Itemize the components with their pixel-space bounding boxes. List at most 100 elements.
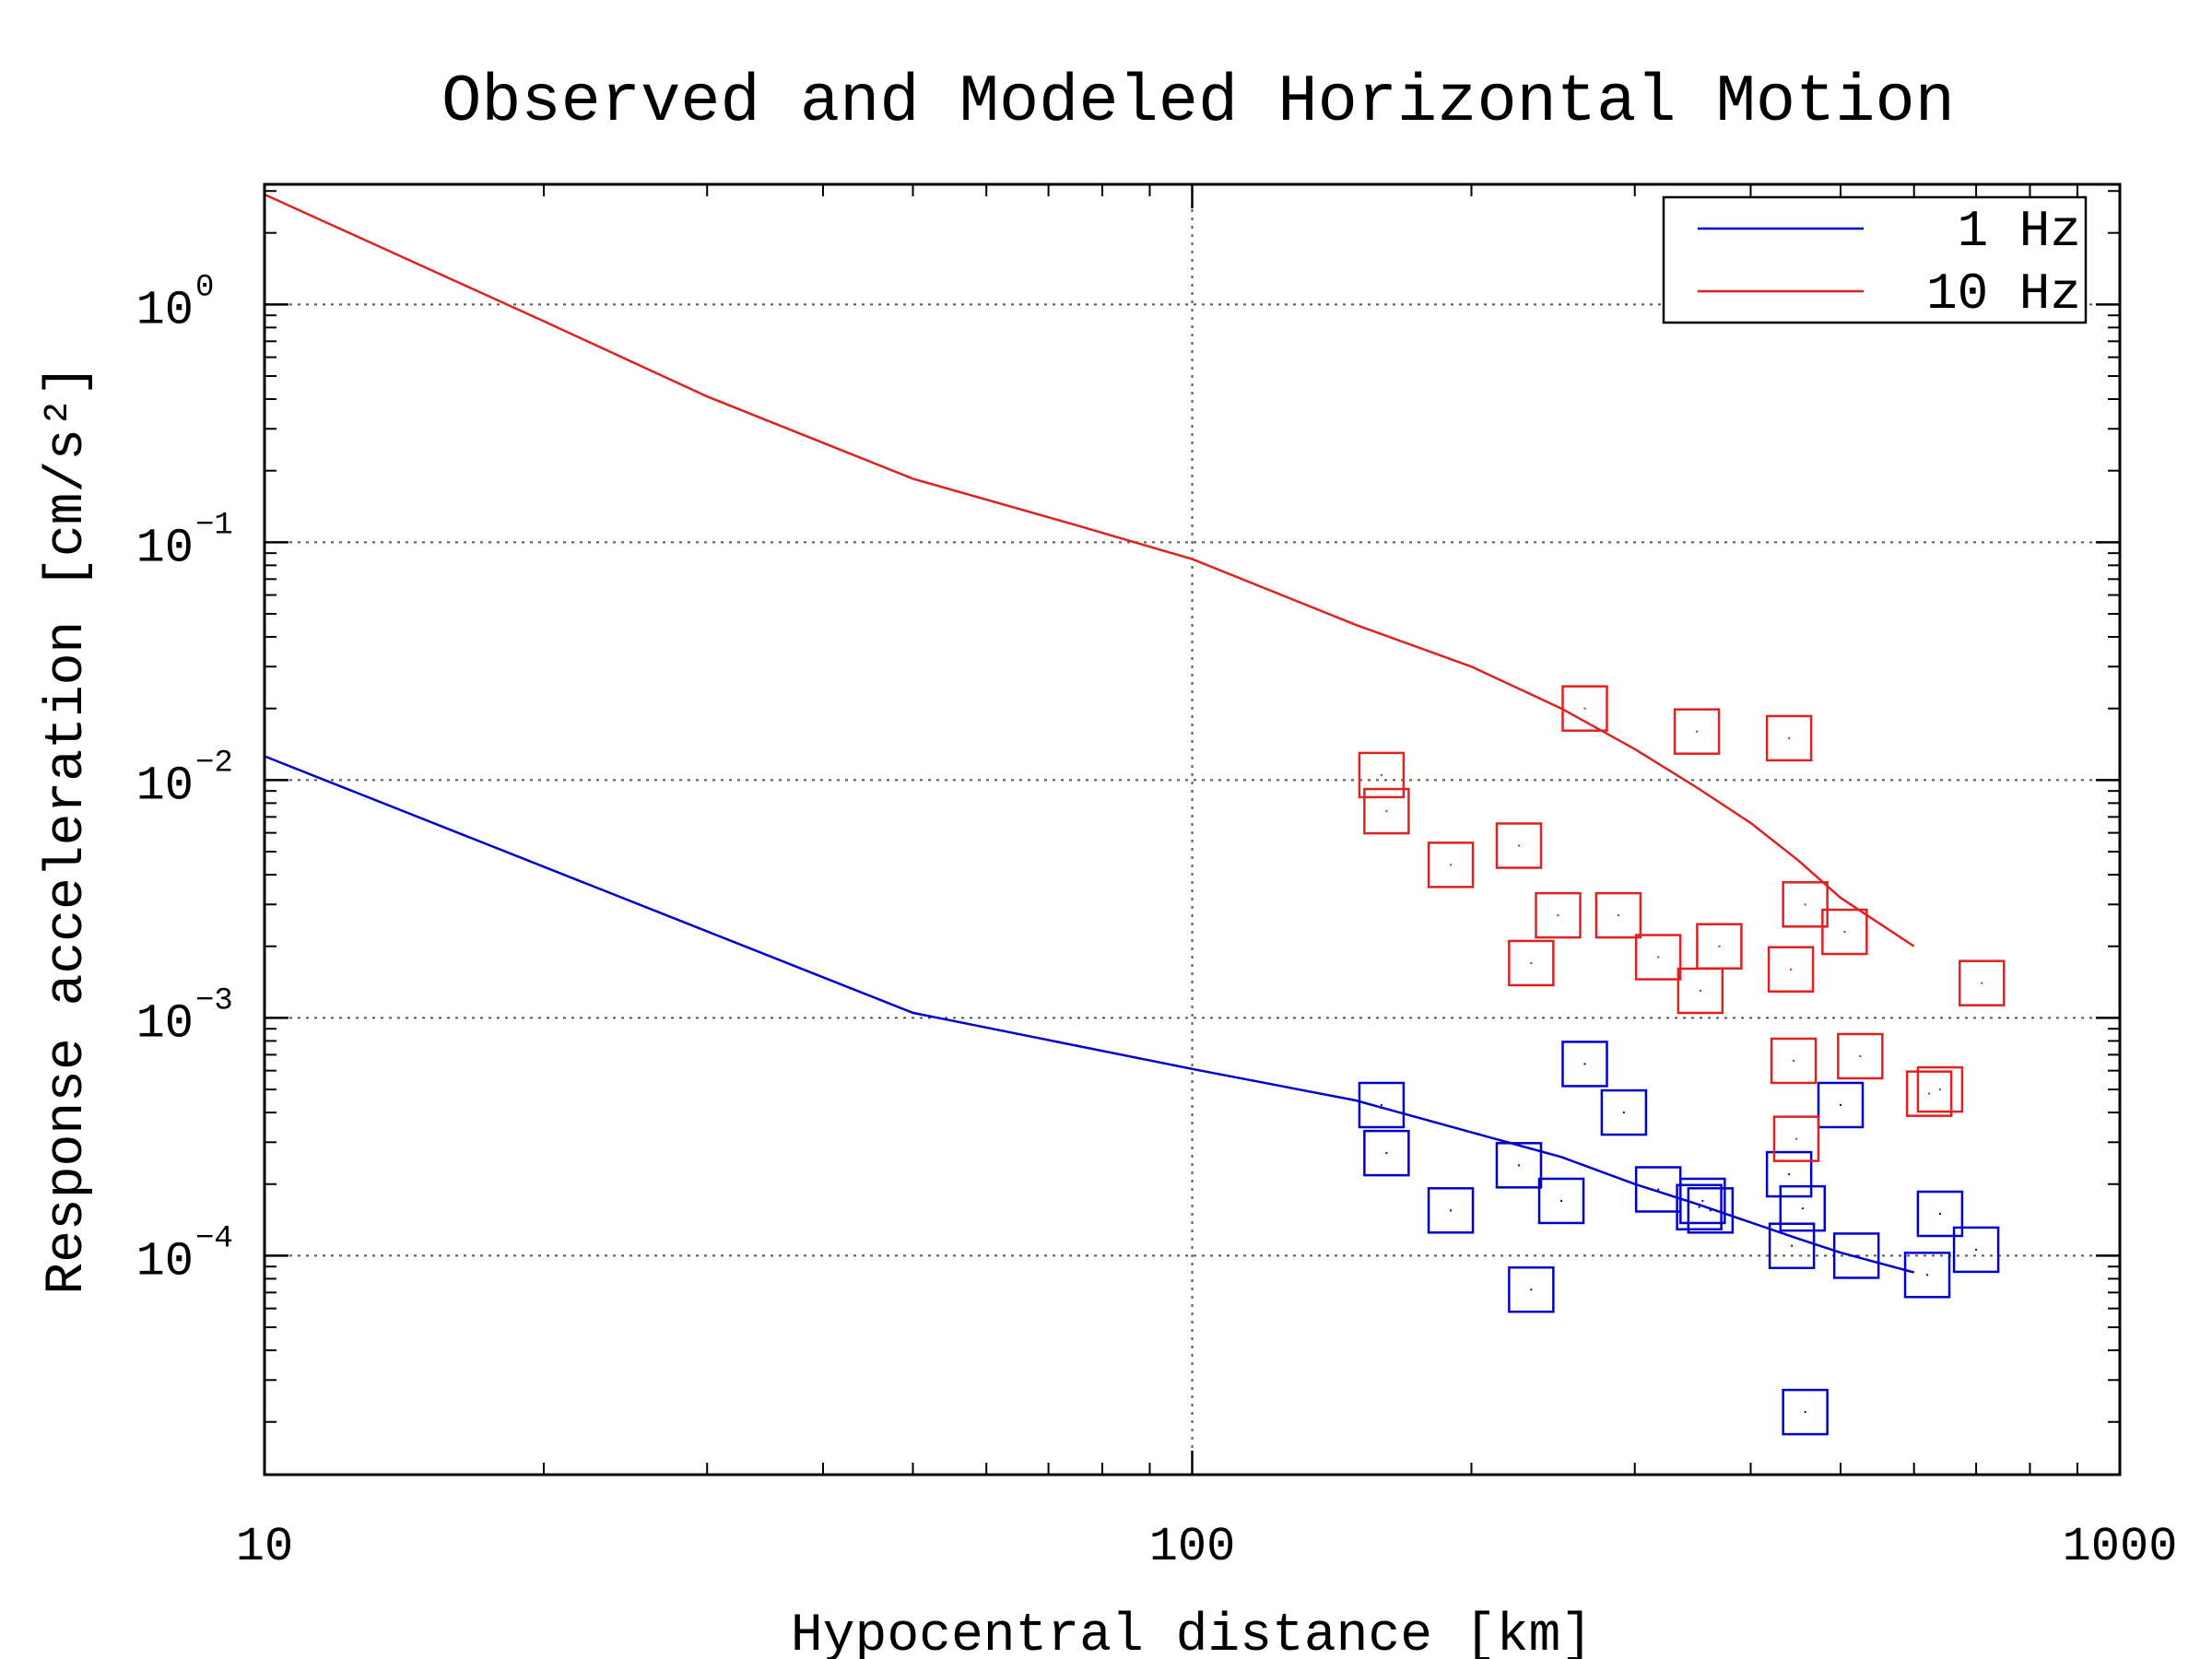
observed-point-1hz (1687, 1187, 1735, 1234)
observed-point-center-1hz (1657, 1188, 1660, 1191)
observed-point-center-10hz (1530, 961, 1533, 964)
y-tick-base: 10 (136, 283, 194, 337)
observed-point-1hz (1495, 1142, 1543, 1189)
observed-point-center-1hz (1801, 1207, 1804, 1210)
y-tick-base: 10 (136, 759, 194, 813)
observed-point-center-1hz (1709, 1209, 1712, 1212)
observed-point-10hz (1535, 891, 1582, 939)
observed-point-center-1hz (1698, 1206, 1700, 1208)
observed-point-1hz (1427, 1187, 1475, 1234)
observed-point-10hz (1696, 923, 1743, 970)
observed-point-center-10hz (1804, 903, 1806, 906)
y-tick-base: 10 (136, 996, 194, 1051)
observed-point-center-10hz (1790, 968, 1793, 971)
observed-point-center-10hz (1557, 914, 1559, 917)
observed-point-center-1hz (1840, 1103, 1842, 1106)
x-tick-label: 10 (236, 1520, 293, 1574)
observed-point-center-1hz (1938, 1212, 1941, 1215)
observed-point-1hz (1537, 1177, 1585, 1225)
observed-point-center-10hz (1981, 982, 1983, 984)
observed-point-10hz (1821, 908, 1868, 956)
observed-point-1hz (1508, 1265, 1555, 1313)
minor-ticks (263, 184, 2122, 1475)
y-tick-exponent: −1 (195, 508, 233, 543)
observed-point-10hz (1634, 934, 1682, 981)
observed-point-center-1hz (1788, 1173, 1791, 1176)
chart-title: Observed and Modeled Horizontal Motion (441, 65, 1955, 140)
observed-point-center-1hz (1975, 1248, 1978, 1251)
observed-point-center-10hz (1843, 931, 1846, 934)
observed-point-center-1hz (1450, 1209, 1453, 1212)
y-tick-base: 10 (136, 1234, 194, 1288)
observed-point-center-10hz (1450, 864, 1453, 866)
observed-point-center-10hz (1657, 956, 1660, 959)
observed-point-10hz (1561, 685, 1608, 732)
observed-point-center-10hz (1696, 730, 1699, 733)
observed-point-center-10hz (1699, 989, 1701, 992)
x-tick-labels: 10 100 1000 (236, 1520, 2178, 1574)
observed-point-10hz (1772, 1115, 1820, 1162)
observed-point-center-10hz (1583, 707, 1586, 710)
y-tick-label: 10 (136, 759, 194, 813)
observed-point-center-1hz (1583, 1063, 1586, 1065)
observed-point-center-10hz (1380, 773, 1382, 776)
observed-point-1hz (1779, 1184, 1827, 1232)
legend-label-1hz: 1 Hz (1958, 202, 2081, 261)
plot-frame (263, 182, 2122, 1477)
observed-point-10hz (1765, 714, 1813, 762)
observed-point-1hz (1765, 1150, 1813, 1198)
observed-point-1hz (1358, 1081, 1406, 1129)
y-tick-exponent: −4 (195, 1221, 233, 1256)
observed-point-10hz (1905, 1070, 1953, 1117)
observed-point-center-1hz (1385, 1152, 1388, 1155)
y-tick-label: 10 (136, 1234, 194, 1288)
observed-point-center-1hz (1560, 1199, 1563, 1202)
y-tick-exponent: −2 (195, 746, 233, 781)
observed-point-1hz (1679, 1177, 1726, 1225)
observed-point-center-10hz (1938, 1088, 1941, 1091)
observed-point-center-1hz (1926, 1274, 1929, 1277)
y-axis-title: Response acceleration [cm/s²] (38, 364, 98, 1294)
gridlines (265, 184, 2120, 1475)
observed-point-center-1hz (1701, 1199, 1704, 1202)
observed-point-center-10hz (1385, 810, 1388, 813)
y-tick-label: 10 (136, 283, 194, 337)
legend-box (1662, 195, 2088, 324)
observed-point-center-1hz (1380, 1103, 1382, 1106)
observed-point-center-1hz (1530, 1288, 1533, 1291)
y-tick-label: 10 (136, 521, 194, 575)
y-tick-exponent: 0 (195, 270, 214, 305)
observed-point-10hz (1916, 1065, 1964, 1113)
y-tick-label: 10 (136, 996, 194, 1051)
model-line-1hz (264, 755, 1915, 1274)
observed-point-10hz (1767, 946, 1815, 993)
observed-point-10hz (1594, 891, 1642, 939)
observed-point-1hz (1600, 1088, 1648, 1136)
observed-point-1hz (1952, 1226, 2000, 1274)
observed-point-10hz (1363, 787, 1410, 835)
observed-point-10hz (1782, 881, 1829, 928)
observed-point-center-1hz (1791, 1244, 1794, 1247)
observed-point-center-10hz (1793, 1059, 1795, 1062)
observed-point-center-10hz (1795, 1137, 1798, 1140)
observed-point-1hz (1782, 1388, 1829, 1436)
observed-point-center-1hz (1517, 1164, 1520, 1167)
x-tick-label: 100 (1149, 1520, 1236, 1574)
x-axis-title: Hypocentral distance [km] (791, 1606, 1593, 1659)
observed-point-10hz (1427, 841, 1475, 888)
observed-point-center-10hz (1788, 736, 1791, 739)
observed-point-center-10hz (1928, 1092, 1931, 1095)
observed-point-center-10hz (1617, 914, 1619, 917)
observed-point-1hz (1916, 1190, 1964, 1238)
observed-point-1hz (1561, 1041, 1608, 1088)
observed-point-10hz (1673, 708, 1721, 755)
legend-label-10hz: 10 Hz (1926, 265, 2081, 324)
observed-point-10hz (1837, 1032, 1884, 1080)
observed-point-10hz (1508, 939, 1555, 987)
model-line-10hz (264, 193, 1915, 947)
observed-point-center-10hz (1517, 844, 1520, 847)
observed-point-10hz (1959, 959, 2006, 1006)
